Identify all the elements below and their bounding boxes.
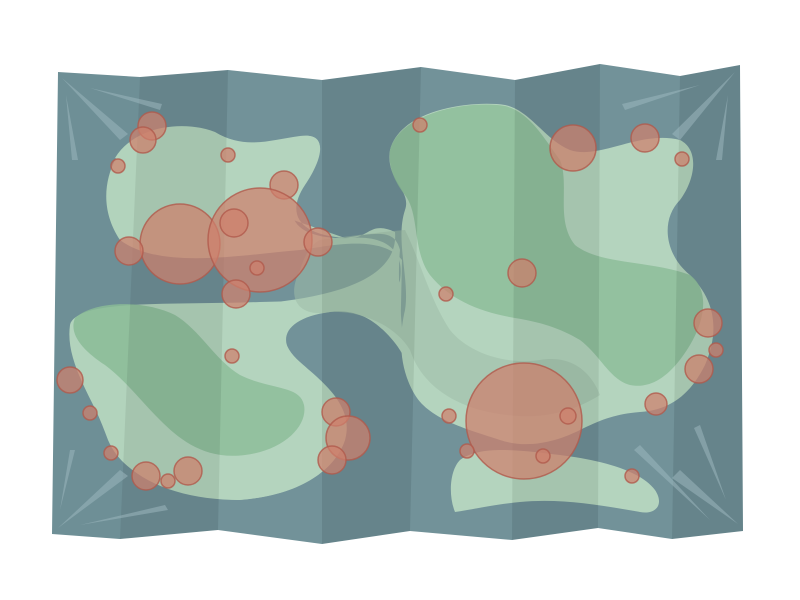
map-marker <box>173 456 203 486</box>
map-marker <box>110 158 126 174</box>
map-marker <box>224 348 240 364</box>
map-marker <box>160 473 176 489</box>
map-marker <box>114 236 144 266</box>
map-marker <box>559 407 577 425</box>
map-marker <box>82 405 98 421</box>
fold-panel-8 <box>672 65 743 539</box>
map-marker <box>465 362 583 480</box>
map-marker <box>129 126 157 154</box>
map-marker <box>507 258 537 288</box>
forest-east <box>389 104 704 386</box>
map-marker <box>412 117 428 133</box>
forest-west <box>73 304 305 456</box>
map-marker <box>131 461 161 491</box>
map-marker <box>630 123 660 153</box>
map-marker <box>438 286 454 302</box>
map-marker <box>249 260 265 276</box>
map-marker <box>693 308 723 338</box>
map-marker <box>441 408 457 424</box>
map-marker <box>459 443 475 459</box>
map-marker <box>207 187 313 293</box>
map-marker <box>624 468 640 484</box>
fold-panel-2 <box>120 70 228 539</box>
map-marker <box>535 448 551 464</box>
map-marker <box>708 342 724 358</box>
map-marker <box>684 354 714 384</box>
map-marker <box>549 124 597 172</box>
map-marker <box>317 445 347 475</box>
map-marker <box>303 227 333 257</box>
map-marker <box>221 279 251 309</box>
map-marker <box>674 151 690 167</box>
map-marker <box>103 445 119 461</box>
map-marker <box>644 392 668 416</box>
map-marker <box>219 208 249 238</box>
glare-highlights <box>58 72 738 528</box>
marker-layer <box>56 111 724 491</box>
map-marker <box>220 147 236 163</box>
map-marker <box>56 366 84 394</box>
